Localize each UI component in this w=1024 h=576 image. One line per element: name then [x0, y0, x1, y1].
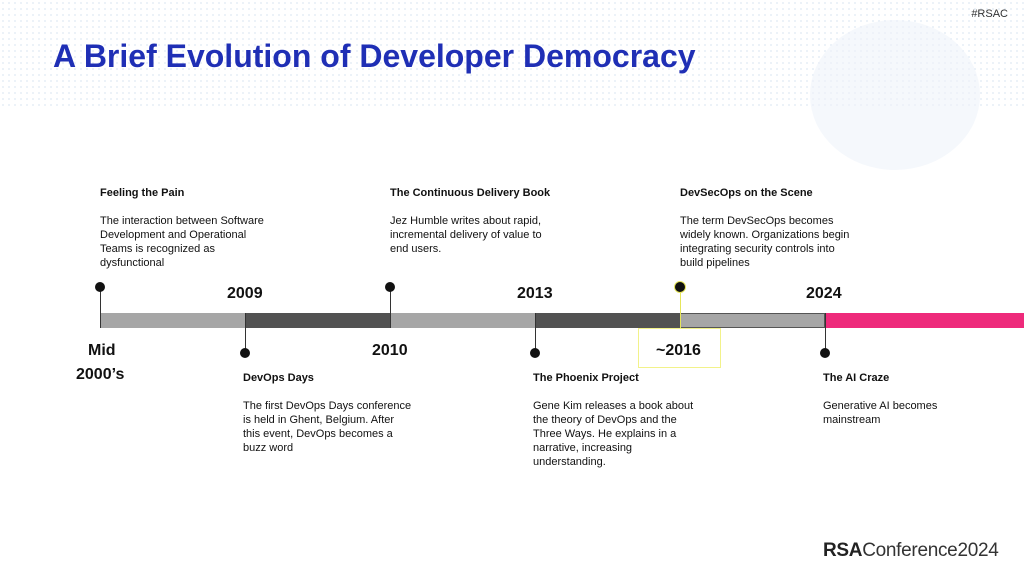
event-phoenix-project: The Phoenix Project Gene Kim releases a b… — [533, 372, 694, 468]
event-ai-craze: The AI Craze Generative AI becomes mainst… — [823, 372, 938, 426]
marker-dot — [240, 348, 250, 358]
marker-dot — [820, 348, 830, 358]
year-label: 2000’s — [76, 366, 125, 383]
marker-dot — [530, 348, 540, 358]
year-label: 2013 — [517, 285, 553, 302]
event-cd-book: The Continuous Delivery Book Jez Humble w… — [390, 187, 551, 255]
year-label: 2010 — [372, 342, 408, 359]
year-label: 2009 — [227, 285, 263, 302]
timeline-segment-current — [825, 313, 1024, 328]
timeline-segment — [390, 313, 535, 328]
highlight-box — [638, 328, 721, 368]
hashtag: #RSAC — [971, 8, 1008, 20]
year-label: Mid — [88, 342, 116, 359]
marker-dot — [675, 282, 685, 292]
page-title: A Brief Evolution of Developer Democracy — [53, 38, 696, 74]
event-devops-days: DevOps Days The first DevOps Days confere… — [243, 372, 412, 454]
event-devsecops: DevSecOps on the Scene The term DevSecOps… — [680, 187, 850, 269]
year-label: 2024 — [806, 285, 842, 302]
rsa-conference-logo: RSAConference2024 — [823, 540, 999, 561]
timeline-segment — [535, 313, 680, 328]
marker-dot — [385, 282, 395, 292]
year-label: ~2016 — [656, 342, 701, 359]
timeline-segment — [245, 313, 390, 328]
event-feeling-the-pain: Feeling the Pain The interaction between … — [100, 187, 264, 269]
marker-dot — [95, 282, 105, 292]
timeline-segment — [100, 313, 245, 328]
background-circle — [810, 20, 980, 170]
timeline-segment — [680, 313, 825, 328]
